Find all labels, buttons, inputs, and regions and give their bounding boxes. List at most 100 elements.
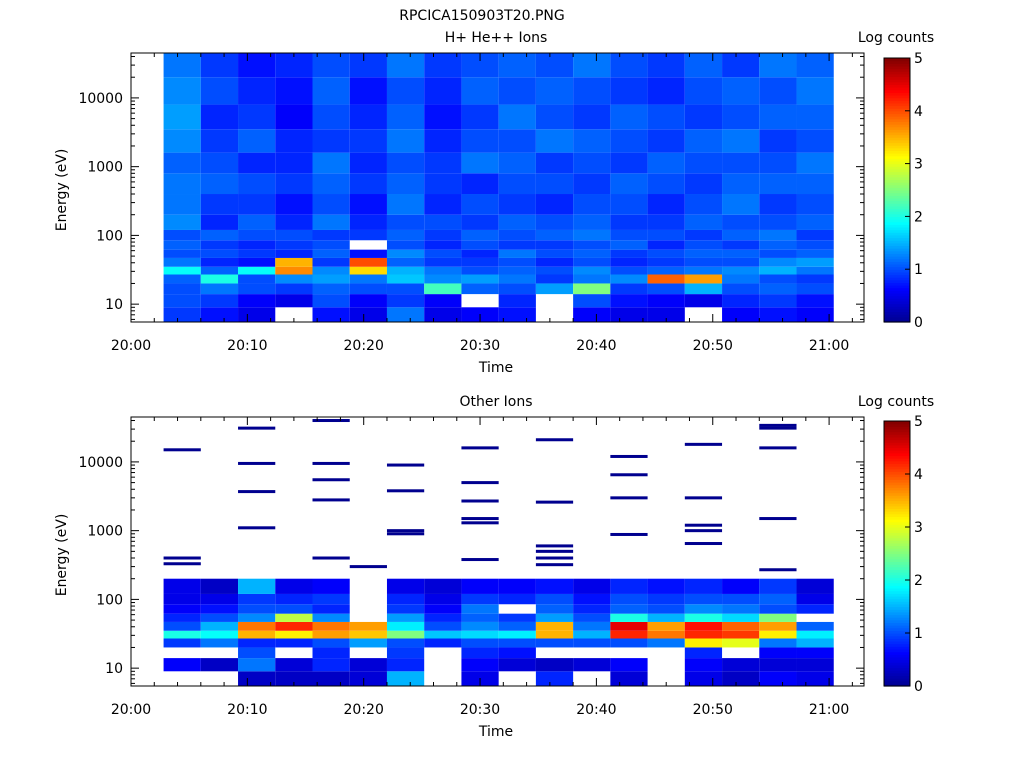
colorbar-segment	[884, 474, 910, 478]
colorbar-segment	[884, 134, 910, 138]
colorbar-segment	[884, 58, 910, 62]
colorbar-segment	[884, 279, 910, 283]
heatmap-cell	[200, 307, 239, 322]
heatmap-cell	[349, 173, 387, 195]
y-tick-label: 10000	[78, 91, 123, 107]
colorbar-segment	[884, 442, 910, 446]
heatmap-cell	[796, 152, 834, 174]
colorbar-segment	[884, 659, 910, 663]
heatmap-cell	[238, 173, 276, 195]
figure-title: RPCICA150903T20.PNG	[399, 8, 564, 24]
colorbar-tick-label: 2	[914, 209, 923, 225]
colorbar-segment	[884, 76, 910, 80]
heatmap-cell	[386, 671, 425, 686]
heatmap-cell	[349, 307, 387, 322]
heatmap-cell	[535, 129, 574, 153]
heatmap-cell	[573, 621, 611, 631]
heatmap-cell	[610, 638, 648, 648]
heatmap-cell	[647, 630, 685, 639]
sparse-cell	[461, 481, 499, 485]
heatmap-cell	[722, 104, 760, 130]
heatmap-cell	[461, 257, 499, 267]
heatmap-cell	[573, 104, 611, 130]
heatmap-cell	[386, 104, 425, 130]
y-tick-label: 100	[96, 592, 123, 608]
colorbar: 0 1 2 3 4 5	[883, 51, 923, 331]
colorbar-segment	[884, 174, 910, 178]
colorbar-segment	[884, 524, 910, 528]
colorbar-segment	[884, 110, 910, 115]
x-tick-label: 20:50	[693, 702, 733, 718]
heatmap-cell	[163, 638, 201, 648]
heatmap-cell	[349, 274, 387, 284]
colorbar-segment	[884, 561, 910, 565]
heatmap-cell	[498, 266, 536, 275]
heatmap-cell	[461, 283, 499, 295]
sparse-cell	[535, 556, 574, 560]
heatmap-cell	[684, 621, 723, 631]
heatmap-cell	[163, 307, 201, 322]
heatmap-cell	[647, 266, 685, 275]
heatmap-cell	[498, 630, 536, 639]
colorbar-segment	[884, 208, 910, 212]
sparse-cell	[386, 463, 425, 467]
sparse-cell	[312, 419, 350, 423]
colorbar-segment	[884, 640, 910, 645]
heatmap-cells	[163, 578, 834, 686]
y-tick-labels: 10 100 1000 10000	[78, 91, 123, 313]
colorbar-segment	[884, 234, 910, 239]
colorbar-segment	[884, 274, 910, 278]
heatmap-cell	[461, 173, 499, 195]
heatmap-cell	[424, 604, 462, 614]
colorbar-segment	[884, 179, 910, 183]
heatmap-cell	[386, 638, 425, 648]
heatmap-cell	[200, 638, 239, 648]
sparse-cell	[312, 461, 350, 465]
colorbar-segment	[884, 617, 910, 621]
heatmap-cell	[684, 647, 723, 659]
heatmap-cell	[759, 613, 797, 622]
heatmap-cell	[238, 578, 276, 594]
colorbar-segment	[884, 182, 910, 186]
colorbar-segment	[884, 253, 910, 257]
heatmap-cell	[275, 257, 313, 267]
heatmap-cell	[238, 53, 276, 78]
heatmap-cell	[386, 658, 425, 672]
colorbar-segment	[884, 277, 910, 281]
colorbar-segment	[884, 153, 910, 157]
colorbar-segment	[884, 527, 910, 531]
heatmap-cell	[163, 229, 201, 241]
heatmap-cell	[349, 257, 387, 267]
heatmap-cell	[275, 671, 313, 686]
heatmap-cell	[647, 283, 685, 295]
heatmap-cell	[759, 283, 797, 295]
colorbar-segment	[884, 81, 910, 85]
heatmap-cell	[535, 274, 574, 284]
x-axis-label: Time	[478, 724, 513, 740]
colorbar-segment	[884, 521, 910, 525]
heatmap-cell	[424, 77, 462, 105]
colorbar-segment	[884, 97, 910, 101]
heatmap-cell	[796, 274, 834, 284]
heatmap-cell	[424, 229, 462, 241]
colorbar-segment	[884, 205, 910, 210]
heatmap-cell	[759, 53, 797, 78]
heatmap-cell	[573, 638, 611, 648]
colorbar-segment	[884, 213, 910, 217]
heatmap-cell	[722, 658, 760, 672]
heatmap-cell	[796, 104, 834, 130]
heatmap-cell	[722, 77, 760, 105]
heatmap-cell	[275, 214, 313, 230]
heatmap-cell	[238, 647, 276, 659]
heatmap-cell	[610, 77, 648, 105]
heatmap-cell	[498, 621, 536, 631]
colorbar-segment	[884, 670, 910, 674]
colorbar-segment	[884, 121, 910, 125]
heatmap-cell	[796, 53, 834, 78]
heatmap-cell	[573, 257, 611, 267]
heatmap-cell	[275, 53, 313, 78]
heatmap-cell	[200, 77, 239, 105]
colorbar-segment	[884, 580, 910, 584]
heatmap-cell	[535, 638, 574, 648]
heatmap-cell	[610, 129, 648, 153]
